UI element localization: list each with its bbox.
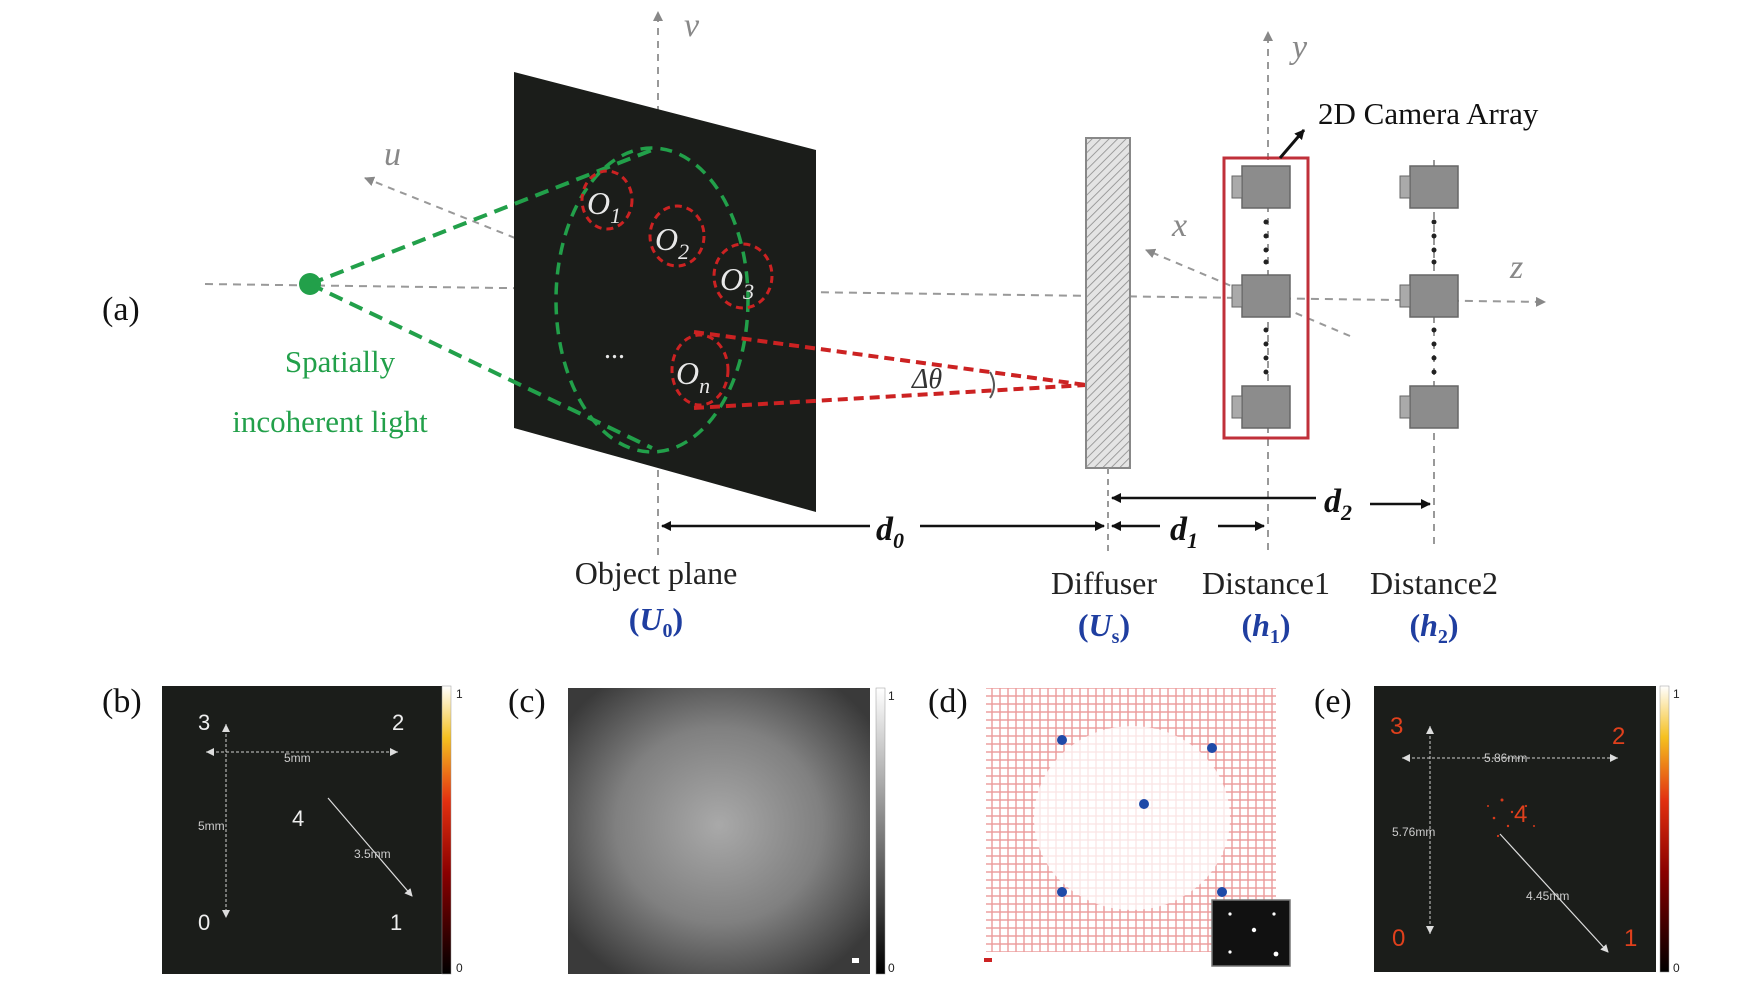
b-point-1: 1 — [390, 910, 402, 935]
object-o1-ring — [580, 169, 634, 231]
camera-h1-dots — [1263, 219, 1269, 375]
e-point-1: 1 — [1624, 925, 1637, 952]
d-point-bottom-right — [1217, 887, 1227, 897]
panel-e-image — [1374, 686, 1656, 972]
d-point-center — [1139, 799, 1149, 809]
e-point-2: 2 — [1612, 723, 1625, 750]
panel-b-colorbar-min: 0 — [456, 961, 463, 975]
axis-x-label: x — [1171, 207, 1187, 244]
panel-c-colorbar-max: 1 — [888, 689, 895, 703]
camera-h2-bottom — [1399, 385, 1459, 429]
panel-c-speckle-image — [568, 688, 870, 974]
panel-c-marker — [852, 958, 859, 963]
panel-b: (b) 1 0 3 2 4 0 1 5mm 5mm 3.5mm — [102, 683, 463, 975]
camera-h2-dots — [1431, 219, 1437, 375]
panel-c-label: (c) — [508, 683, 546, 720]
panel-c: (c) 1 0 — [508, 683, 895, 975]
object-on-label: On — [676, 355, 710, 398]
camera-h1-bottom — [1231, 385, 1291, 429]
d-point-top-right — [1207, 743, 1217, 753]
axis-u-label: u — [384, 136, 401, 173]
panel-e: (e) 1 0 3 2 4 0 1 5.86mm 5.76mm 4.45mm — [1314, 683, 1680, 975]
diffuser-symbol: (Us) — [1078, 607, 1130, 648]
panel-e-colorbar — [1659, 685, 1670, 973]
light-cone-top — [309, 148, 653, 286]
panel-d-label: (d) — [928, 683, 968, 720]
panel-b-label: (b) — [102, 683, 142, 720]
ray-top — [693, 330, 1087, 387]
b-point-4: 4 — [292, 806, 304, 831]
object-o3-ring — [712, 242, 774, 310]
panel-d-inset — [1211, 899, 1291, 967]
e-dist-horizontal: 5.86mm — [1484, 751, 1527, 765]
b-point-2: 2 — [392, 710, 404, 735]
object-plane-label: Object plane — [575, 555, 738, 591]
panel-a: (a) u v Spatially incoherent light O1 O2… — [102, 7, 1546, 648]
object-o3-label: O3 — [720, 261, 754, 304]
b-dist-vertical: 5mm — [198, 819, 225, 833]
axis-z-label: z — [1509, 249, 1523, 286]
distance2-label: Distance2 — [1370, 565, 1498, 601]
diffuser-label: Diffuser — [1051, 565, 1157, 601]
panel-a-label: (a) — [102, 291, 140, 328]
distance1-symbol: (h1) — [1241, 607, 1290, 648]
axis-y-label: y — [1289, 29, 1308, 66]
d2-label: d2 — [1324, 483, 1352, 525]
axis-v-label: v — [684, 7, 700, 44]
camera-h2-top — [1399, 165, 1459, 209]
panel-e-label: (e) — [1314, 683, 1352, 720]
camera-array-box — [1222, 156, 1310, 440]
ray-bottom — [693, 383, 1087, 410]
panel-e-colorbar-min: 0 — [1673, 961, 1680, 975]
e-point-3: 3 — [1390, 713, 1403, 740]
illumination-ellipse — [554, 146, 750, 454]
d-red-tick — [984, 958, 992, 962]
d1-label: d1 — [1170, 511, 1198, 553]
e-noise-cluster — [1487, 798, 1535, 838]
panel-b-image — [162, 686, 450, 974]
camera-h1-top — [1231, 165, 1291, 209]
diffuser — [1085, 137, 1131, 469]
distance2-symbol: (h2) — [1409, 607, 1458, 648]
d-point-bottom-left — [1057, 887, 1067, 897]
b-point-3: 3 — [198, 710, 210, 735]
camera-array-pointer — [1278, 129, 1306, 159]
panel-b-colorbar-max: 1 — [456, 687, 463, 701]
panel-b-colorbar — [441, 685, 452, 975]
object-o2-ring — [648, 204, 706, 268]
d-point-top-left — [1057, 735, 1067, 745]
object-plane — [514, 72, 816, 512]
b-point-0: 0 — [198, 910, 210, 935]
camera-h1-middle — [1231, 274, 1291, 318]
object-ellipsis: ... — [604, 334, 625, 365]
e-dist-vertical: 5.76mm — [1392, 825, 1435, 839]
e-point-4: 4 — [1514, 801, 1527, 828]
e-dist-diagonal: 4.45mm — [1526, 889, 1569, 903]
optical-axis — [204, 283, 1546, 307]
b-diag-arrow — [327, 797, 413, 897]
panel-d: (d) — [928, 683, 1291, 967]
angle-arc — [989, 371, 995, 399]
camera-array-label: 2D Camera Array — [1318, 96, 1539, 131]
object-o2-label: O2 — [655, 221, 689, 264]
panel-c-colorbar-min: 0 — [888, 961, 895, 975]
object-o1-label: O1 — [587, 185, 621, 228]
light-label-line1: Spatially — [285, 344, 396, 379]
d0-label: d0 — [876, 511, 904, 553]
object-on-ring — [670, 333, 730, 407]
panel-e-colorbar-max: 1 — [1673, 687, 1680, 701]
panel-d-clear-region — [1034, 726, 1230, 910]
camera-h2-middle — [1399, 274, 1459, 318]
e-diag-arrow — [1499, 833, 1609, 953]
b-dist-horizontal: 5mm — [284, 751, 311, 765]
e-point-0: 0 — [1392, 925, 1405, 952]
panel-c-colorbar — [875, 687, 886, 975]
distance1-label: Distance1 — [1202, 565, 1330, 601]
light-label-line2: incoherent light — [232, 404, 428, 439]
delta-theta-label: Δθ — [911, 364, 942, 395]
b-dist-diagonal: 3.5mm — [354, 847, 391, 861]
object-plane-symbol: (U0) — [629, 601, 683, 642]
